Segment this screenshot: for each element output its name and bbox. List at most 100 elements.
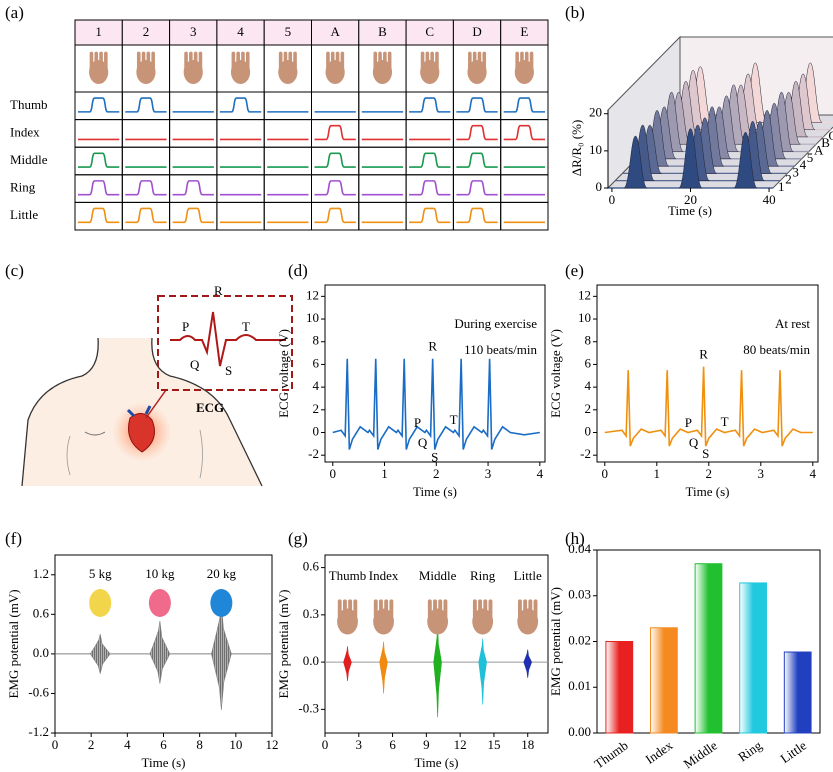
hand-icon	[517, 599, 522, 618]
body-illustration	[21, 295, 293, 487]
wave-label: Q	[190, 357, 200, 372]
wave-label: R	[699, 347, 708, 362]
signal-cell	[263, 119, 313, 148]
y-tick-label: 4	[585, 378, 592, 393]
signal-cell	[121, 91, 171, 121]
hand-icon	[529, 51, 534, 69]
x-tick-label: 2	[706, 466, 713, 481]
x-tick-label: 1	[381, 466, 388, 481]
column-header: 3	[190, 24, 197, 39]
legend-label: Little	[514, 568, 542, 583]
depth-label: C	[828, 128, 833, 143]
emg-burst	[149, 620, 171, 684]
hand-icon	[230, 60, 251, 84]
ecg-label: ECG	[196, 400, 224, 415]
emg-burst	[89, 634, 111, 674]
hand-icon	[443, 599, 448, 618]
hand-icon	[241, 51, 245, 69]
hand-icon	[136, 51, 141, 69]
y-tick-label: 0	[313, 423, 320, 438]
signal-cell	[358, 174, 407, 203]
signal-cell	[500, 201, 549, 231]
hand-icon	[435, 51, 439, 69]
signal-trace	[409, 180, 451, 196]
hand-icon	[477, 51, 482, 69]
signal-trace	[78, 207, 120, 224]
panel-label: (g)	[288, 529, 308, 548]
bar	[783, 651, 812, 734]
wave-label: Q	[689, 435, 699, 450]
x-tick-label: Index	[642, 737, 675, 767]
x-tick-label: 40	[763, 192, 776, 207]
rate-label: 110 beats/min	[464, 342, 537, 357]
signal-trace	[125, 180, 167, 196]
signal-cell	[405, 174, 454, 203]
x-tick-label: 6	[160, 737, 167, 752]
signal-cell	[216, 174, 265, 203]
hand-icon	[89, 51, 94, 69]
hand-icon	[99, 51, 103, 69]
y-tick-label: 1.2	[33, 566, 49, 581]
y-tick-label: -2	[308, 446, 319, 461]
signal-cell	[74, 174, 123, 203]
x-tick-label: Ring	[735, 737, 765, 764]
y-tick-label: 6	[585, 355, 592, 370]
panel-label: (a)	[5, 3, 24, 22]
y-tick-label: 8	[585, 333, 592, 348]
x-tick-label: 4	[537, 466, 544, 481]
signal-cell	[452, 201, 502, 231]
emg-burst	[523, 649, 532, 678]
signal-trace	[172, 180, 214, 196]
signal-trace	[78, 180, 120, 196]
hand-icon	[438, 599, 443, 618]
signal-cell	[216, 146, 265, 176]
depth-label: 5	[807, 150, 814, 165]
y-tick-label: -0.6	[28, 684, 49, 699]
hand-icon	[335, 51, 340, 69]
x-tick-label: 20	[684, 192, 697, 207]
row-label: Thumb	[10, 97, 48, 112]
x-tick-label: 3	[356, 737, 363, 752]
peak	[623, 135, 648, 189]
x-axis-label: Time (s)	[668, 203, 712, 218]
y-tick-label: 6	[313, 355, 320, 370]
signal-trace	[456, 180, 498, 196]
column-header: E	[520, 24, 528, 39]
y-tick-label: 0.02	[568, 632, 591, 647]
y-tick-label: 12	[306, 287, 319, 302]
signal-cell	[263, 91, 313, 121]
hand-icon	[136, 60, 156, 84]
signal-cell	[121, 146, 171, 176]
hand-icon	[293, 51, 297, 69]
wave-label: R	[214, 283, 223, 298]
legend-label: Index	[369, 568, 399, 583]
hand-icon	[384, 599, 389, 618]
signal-trace	[314, 152, 356, 168]
signal-cell	[311, 174, 360, 203]
weight-ball	[148, 589, 171, 617]
y-tick-label: 0.0	[303, 653, 319, 668]
hand-icon	[467, 60, 487, 84]
x-tick-label: Middle	[681, 737, 721, 771]
hand-icon	[472, 608, 494, 635]
hand-icon	[198, 51, 203, 69]
weight-label: 10 kg	[145, 566, 175, 581]
x-tick-label: 0	[52, 737, 59, 752]
signal-trace	[125, 97, 167, 113]
hand-icon	[523, 599, 528, 618]
x-axis-label: Time (s)	[415, 755, 459, 770]
hand-icon	[231, 51, 236, 69]
y-tick-label: 0.03	[568, 587, 591, 602]
hand-icon	[278, 51, 283, 69]
y-axis-label: EMG potential (mV)	[276, 589, 291, 698]
legend-label: Thumb	[329, 568, 367, 583]
signal-cell	[452, 146, 502, 176]
depth-label: A	[814, 142, 824, 157]
signal-cell	[74, 146, 123, 176]
header-cell	[263, 19, 313, 46]
header-cell	[169, 19, 218, 46]
y-tick-label: 0.0	[33, 645, 49, 660]
signal-cell	[121, 119, 171, 148]
hand-icon	[325, 60, 345, 84]
